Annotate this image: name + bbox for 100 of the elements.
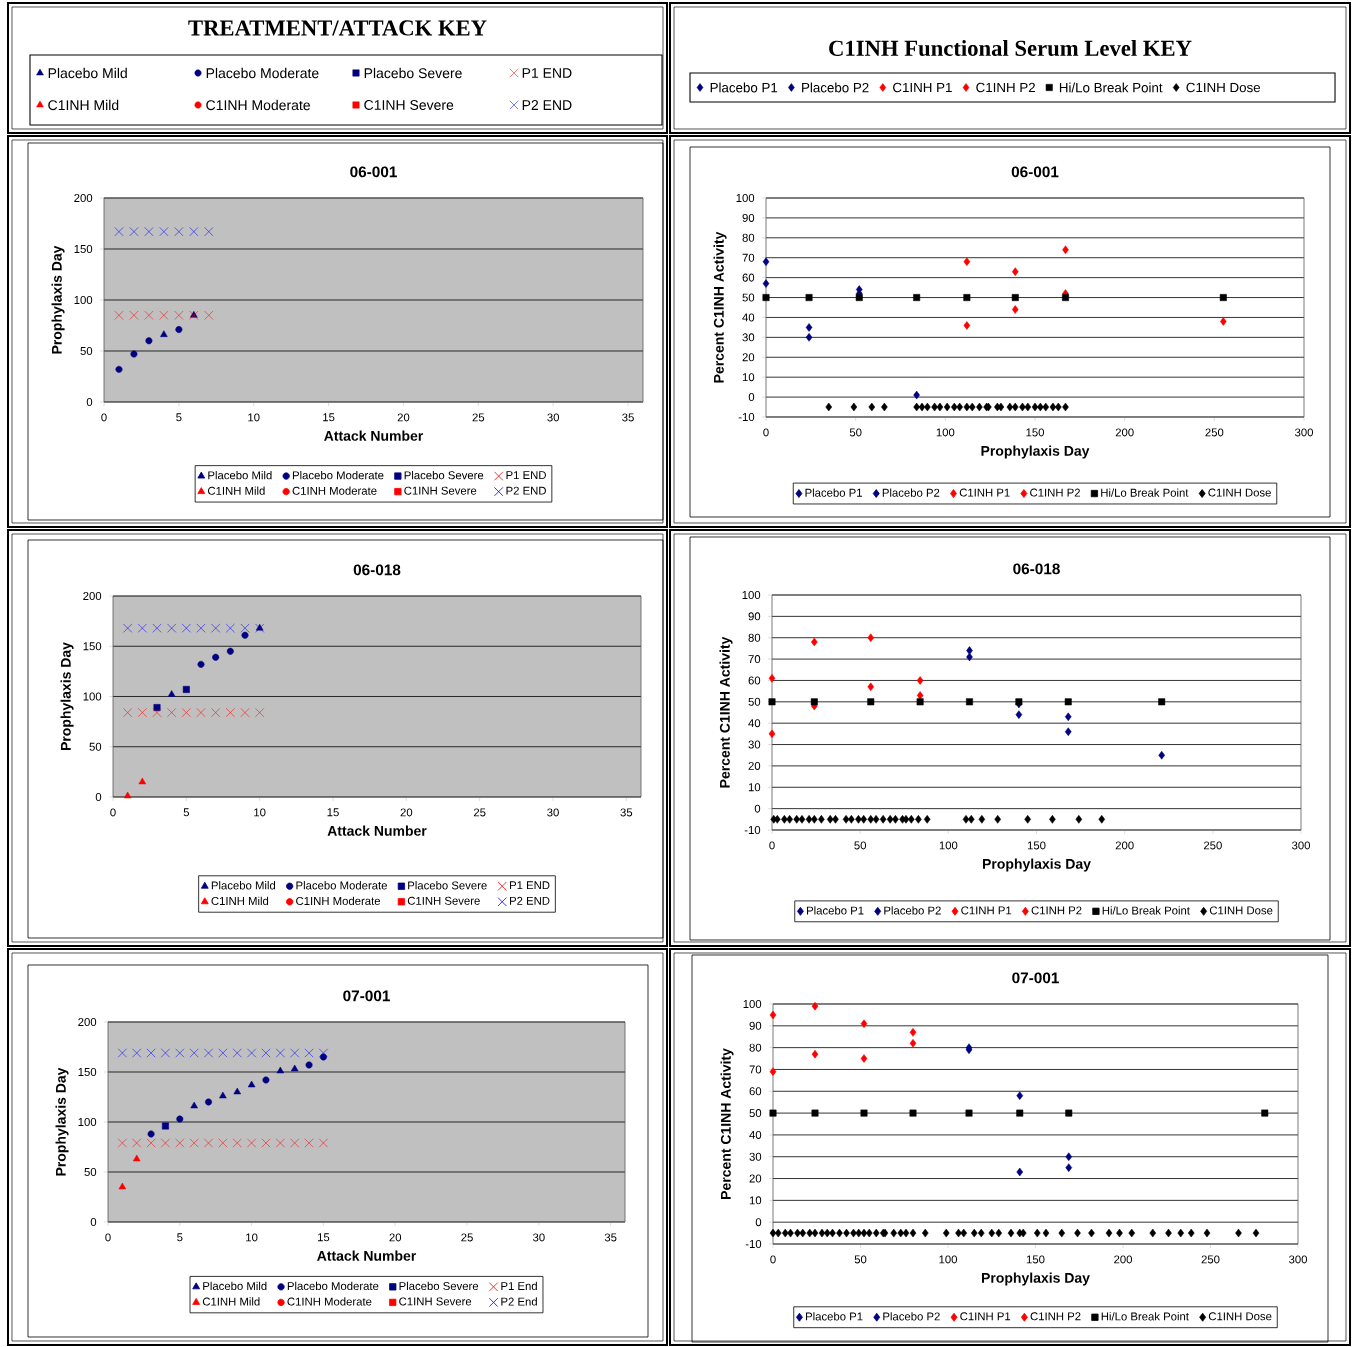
y-tick-label: 50 [749, 1109, 762, 1118]
x-tick-label: 200 [1114, 1255, 1133, 1264]
legend-label: C1INH P1 [961, 906, 1012, 915]
legend-label: C1INH Dose [1186, 82, 1261, 93]
legend-label: Placebo Mild [211, 881, 276, 890]
text: C1INH Functional Serum Level KEY [829, 39, 1192, 56]
x-tick-label: 250 [1205, 428, 1224, 437]
x-tick-label: 300 [1289, 1255, 1308, 1264]
legend-label: P2 End [501, 1297, 537, 1306]
x-tick-label: 300 [1294, 428, 1314, 437]
legend-label: C1INH Dose [1209, 906, 1273, 915]
chart-title: 06-001 [1011, 166, 1059, 178]
y-tick-label: 0 [90, 1218, 97, 1226]
x-tick-label: 30 [547, 413, 560, 422]
legend-label: C1INH Moderate [287, 1297, 372, 1306]
y-tick-label: 200 [83, 592, 102, 600]
y-tick-label: -10 [745, 1240, 762, 1249]
legend-label: Placebo Severe [399, 1281, 479, 1291]
x-tick-label: 150 [1026, 1255, 1045, 1264]
x-axis-title: Prophylaxis Day [981, 1272, 1090, 1286]
legend-label: C1INH P1 [959, 488, 1010, 497]
x-tick-label: 25 [461, 1233, 473, 1242]
legend-label: C1INH P2 [976, 82, 1035, 93]
y-tick-label: 150 [83, 642, 102, 651]
x-tick-label: 35 [620, 808, 633, 817]
y-tick-label: 200 [74, 193, 93, 202]
legend-label: P2 END [522, 100, 572, 110]
chart-title: 07-001 [1012, 972, 1059, 984]
legend-label: P1 END [510, 881, 550, 890]
legend-label: Placebo P1 [805, 488, 862, 497]
y-tick-label: 70 [742, 253, 755, 262]
chart-title: 07-001 [343, 990, 390, 1002]
y-tick-label: 40 [742, 313, 755, 322]
legend-label: Hi/Lo Break Point [1102, 906, 1190, 915]
legend-label: C1INH P2 [1031, 906, 1082, 915]
legend-label: Placebo P2 [884, 906, 941, 915]
x-axis-title: Attack Number [327, 825, 427, 836]
y-tick-label: 0 [86, 397, 93, 406]
y-tick-label: 0 [755, 1218, 762, 1227]
y-tick-label: 10 [748, 783, 761, 792]
legend-label: Hi/Lo Break Point [1101, 1312, 1189, 1321]
x-tick-label: 50 [854, 841, 867, 850]
x-tick-label: 35 [622, 413, 634, 422]
y-axis-title: Percent C1INH Activity [719, 636, 733, 788]
legend-label: Placebo Severe [408, 881, 487, 890]
y-tick-label: 50 [742, 293, 755, 302]
y-tick-label: 70 [748, 655, 761, 664]
x-tick-label: 50 [849, 428, 862, 437]
legend-label: C1INH Mild [208, 486, 265, 495]
legend-label: Placebo P1 [806, 1312, 863, 1321]
x-tick-label: 0 [105, 1233, 111, 1242]
legend-label: Placebo Moderate [292, 470, 384, 480]
legend-label: C1INH P2 [1030, 488, 1080, 497]
y-axis-title: Percent C1INH Activity [713, 231, 727, 383]
legend-label: C1INH Mild [211, 896, 269, 905]
y-tick-label: 50 [89, 742, 102, 751]
y-tick-label: 20 [749, 1174, 762, 1183]
y-tick-label: 20 [748, 761, 761, 770]
y-tick-label: 100 [736, 193, 755, 202]
y-tick-label: 10 [749, 1196, 762, 1205]
legend-label: Hi/Lo Break Point [1101, 488, 1189, 497]
legend-label: P2 END [510, 896, 550, 905]
legend-label: Placebo Moderate [206, 67, 319, 79]
x-axis-title: Prophylaxis Day [981, 445, 1090, 459]
y-tick-label: -10 [738, 412, 755, 421]
legend-label: C1INH Severe [404, 486, 477, 495]
y-tick-label: 150 [74, 244, 93, 253]
y-axis-title: Prophylaxis Day [60, 642, 74, 751]
x-tick-label: 0 [763, 428, 769, 437]
x-tick-label: 20 [400, 808, 413, 817]
legend-label: P1 End [501, 1281, 537, 1291]
x-tick-label: 0 [110, 808, 116, 817]
x-tick-label: 250 [1203, 841, 1222, 850]
x-tick-label: 100 [939, 1255, 958, 1264]
x-tick-label: 10 [248, 413, 260, 422]
y-tick-label: 50 [84, 1168, 97, 1176]
x-tick-label: 20 [389, 1233, 402, 1242]
legend-label: Placebo P1 [807, 906, 864, 915]
y-axis-title: Prophylaxis Day [55, 1067, 69, 1176]
y-tick-label: 70 [749, 1065, 762, 1074]
legend-label: Placebo Moderate [296, 881, 387, 890]
y-tick-label: 80 [749, 1043, 762, 1052]
x-tick-label: 30 [532, 1233, 545, 1242]
legend-label: Placebo Mild [208, 470, 272, 480]
legend-label: P1 END [506, 471, 546, 479]
x-tick-label: 200 [1115, 428, 1134, 437]
y-tick-label: 40 [748, 719, 761, 728]
y-tick-label: -10 [744, 825, 761, 834]
x-tick-label: 300 [1291, 841, 1311, 850]
x-tick-label: 10 [254, 808, 266, 817]
legend-label: C1INH Severe [407, 896, 480, 905]
y-tick-label: 10 [742, 373, 755, 382]
x-tick-label: 250 [1201, 1255, 1220, 1264]
y-tick-label: 90 [742, 213, 755, 222]
x-tick-label: 5 [183, 808, 190, 817]
legend-label: Hi/Lo Break Point [1059, 82, 1163, 93]
legend-label: C1INH Severe [399, 1297, 472, 1306]
x-tick-label: 25 [473, 808, 486, 817]
legend-label: C1INH Moderate [292, 486, 377, 495]
x-tick-label: 100 [936, 428, 955, 437]
